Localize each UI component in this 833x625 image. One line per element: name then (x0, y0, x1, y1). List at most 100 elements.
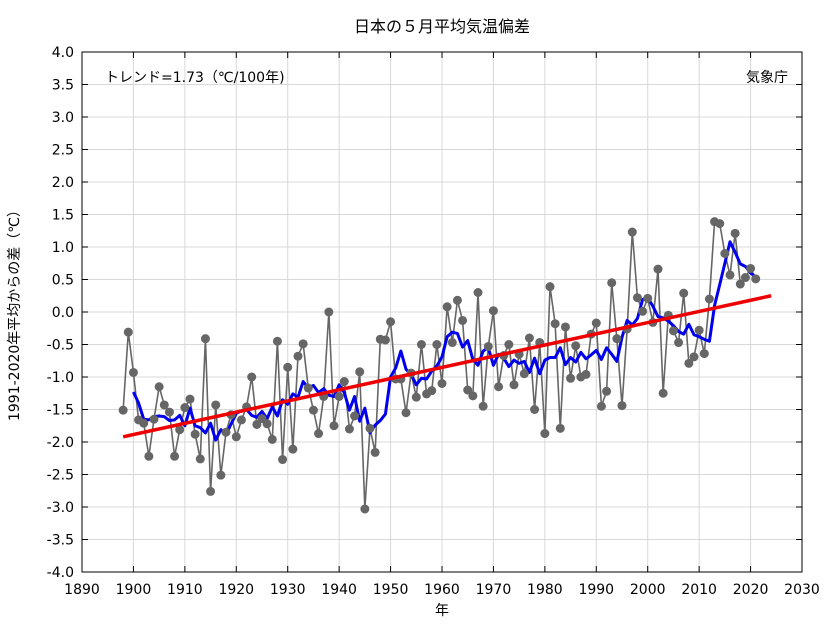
chart-title: 日本の５月平均気温偏差 (354, 17, 530, 36)
annual-data-point (458, 315, 468, 325)
annual-series-line (122, 220, 757, 510)
annual-data-point (571, 341, 581, 351)
x-tick-label: 1970 (476, 582, 512, 598)
y-tick-label: 0.0 (52, 305, 74, 321)
annual-data-point (200, 334, 210, 344)
annual-data-point (643, 293, 653, 303)
annual-data-point (262, 419, 272, 429)
annual-data-point (211, 400, 221, 410)
annual-data-point (627, 227, 637, 237)
x-tick-label: 1980 (527, 582, 563, 598)
annual-data-point (437, 379, 447, 388)
annual-data-point (715, 219, 725, 229)
annual-data-point (329, 421, 339, 431)
annual-data-point (617, 401, 627, 411)
x-tick-label: 2030 (784, 582, 820, 598)
annual-data-point (314, 429, 324, 439)
annual-data-point (509, 380, 519, 390)
annual-data-point (658, 388, 668, 398)
annual-data-point (154, 382, 164, 392)
y-axis-label: 1991-2020年平均からの差（℃） (7, 203, 23, 421)
annual-data-point (164, 407, 174, 417)
y-tick-label: 1.0 (52, 240, 74, 256)
y-tick-label: 3.0 (52, 110, 74, 126)
annual-data-point (504, 340, 514, 349)
x-tick-label: 1910 (167, 582, 203, 598)
annual-data-point (272, 336, 282, 346)
annual-data-point (355, 367, 365, 377)
annual-data-point (581, 369, 591, 379)
annual-data-point (216, 470, 226, 480)
annual-data-point (221, 427, 231, 437)
y-tick-label: 4.0 (52, 45, 74, 61)
annual-data-point (298, 339, 308, 349)
x-tick-label: 1960 (424, 582, 460, 598)
annual-data-point (128, 367, 138, 377)
y-tick-label: -1.0 (47, 370, 74, 386)
annual-data-point (252, 419, 262, 429)
x-tick-label: 2010 (681, 582, 717, 598)
x-tick-label: 1950 (373, 582, 409, 598)
annual-data-point (247, 372, 257, 382)
annual-data-point (607, 278, 617, 288)
x-tick-label: 1900 (116, 582, 152, 598)
annual-data-point (689, 352, 699, 362)
annual-data-point (411, 392, 421, 402)
annual-data-point (267, 434, 277, 444)
annual-data-point (730, 228, 740, 238)
annual-data-point (699, 349, 709, 359)
annual-data-point (442, 302, 452, 312)
annual-data-point (380, 335, 390, 345)
annual-data-point (612, 334, 622, 344)
x-tick-label: 1890 (64, 582, 100, 598)
annual-data-point (303, 383, 313, 393)
annual-data-point (524, 333, 534, 343)
annual-data-point (118, 405, 128, 415)
annual-data-point (530, 405, 540, 414)
annual-data-point (236, 415, 246, 425)
trend-annotation: トレンド=1.73（℃/100年) (105, 70, 285, 86)
annual-data-point (632, 293, 642, 303)
y-tick-label: -3.5 (47, 533, 74, 549)
y-tick-label: -2.0 (47, 435, 74, 451)
annual-data-point (653, 264, 663, 274)
y-tick-label: -4.0 (47, 565, 74, 581)
x-axis-label: 年 (435, 603, 449, 619)
annual-data-point (334, 392, 344, 401)
y-tick-label: 2.5 (52, 143, 74, 159)
y-tick-label: -2.5 (47, 468, 74, 484)
annual-data-point (668, 326, 678, 336)
y-tick-label: -1.5 (47, 403, 74, 419)
annual-data-point (447, 338, 457, 348)
y-tick-label: 1.5 (52, 208, 74, 224)
annual-data-point (725, 270, 735, 280)
x-axis: 1890 1900 1910 1920 1930 1940 1950 1960 1970 1980… (64, 52, 820, 598)
annual-data-point (123, 327, 133, 337)
annual-data-point (231, 432, 241, 442)
annual-data-point (488, 306, 498, 316)
annual-data-point (339, 377, 349, 387)
annual-data-point (751, 274, 761, 284)
annual-data-point (684, 358, 694, 368)
annual-data-point (149, 414, 159, 424)
y-tick-label: 0.5 (52, 273, 74, 289)
y-tick-label: -3.0 (47, 500, 74, 516)
annual-data-point (735, 279, 745, 289)
annual-data-point (674, 338, 684, 348)
annual-data-point (278, 455, 288, 465)
annual-data-point (159, 400, 169, 410)
x-tick-label: 1940 (321, 582, 357, 598)
annual-data-point (463, 385, 473, 395)
trend-line (122, 294, 772, 439)
annual-data-point (468, 391, 478, 401)
annual-data-point (596, 401, 606, 411)
annual-data-point (694, 325, 704, 335)
annual-data-point (478, 401, 488, 411)
x-tick-label: 2020 (733, 582, 769, 598)
annual-data-point (550, 319, 560, 329)
annual-data-point (473, 288, 483, 297)
annual-data-point (206, 486, 216, 496)
annual-data-point (139, 418, 149, 428)
y-tick-label: 3.5 (52, 78, 74, 94)
